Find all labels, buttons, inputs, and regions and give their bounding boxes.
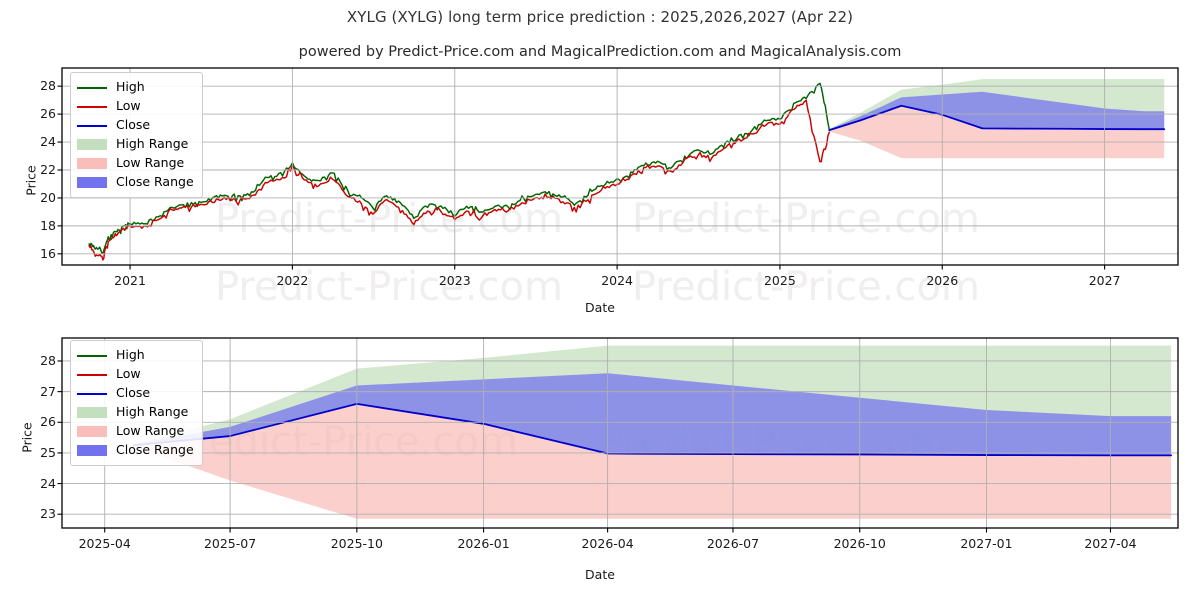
watermark-text: Predict-Price.com bbox=[632, 264, 980, 310]
y-tick-label: 18 bbox=[40, 217, 56, 233]
legend-item-label: Close bbox=[116, 385, 151, 401]
top-chart-panel: Predict-Price.com Predict-Price.com Predic… bbox=[0, 60, 1200, 320]
legend-item-label: High bbox=[116, 79, 145, 95]
band-low-range bbox=[829, 105, 1165, 159]
y-tick-label: 28 bbox=[40, 352, 56, 368]
bottom-y-axis-label: Price bbox=[19, 422, 35, 453]
top-legend-item: Close Range bbox=[77, 173, 194, 192]
x-tick-label: 2027 bbox=[1088, 273, 1121, 288]
legend-patch-swatch-icon bbox=[77, 407, 107, 418]
legend-item-label: High bbox=[116, 347, 145, 363]
legend-item-label: Close Range bbox=[116, 174, 194, 190]
y-tick-label: 27 bbox=[40, 383, 56, 399]
x-tick-label: 2025-04 bbox=[78, 536, 131, 551]
legend-item-label: Low bbox=[116, 98, 141, 114]
page-subtitle: powered by Predict-Price.com and Magical… bbox=[298, 44, 902, 60]
y-tick-label: 25 bbox=[40, 444, 56, 460]
y-tick-label: 26 bbox=[40, 414, 56, 430]
bottom-legend-item: Close bbox=[77, 384, 194, 403]
top-legend-item: High Range bbox=[77, 135, 194, 154]
legend-patch-swatch-icon bbox=[77, 139, 107, 150]
x-tick-label: 2027-04 bbox=[1084, 536, 1137, 551]
top-legend-item: Low Range bbox=[77, 154, 194, 173]
legend-line-swatch-icon bbox=[77, 354, 107, 357]
bottom-legend-item: Low bbox=[77, 365, 194, 384]
legend-line-swatch-icon bbox=[77, 373, 107, 376]
watermark-text: Predict-Price.com bbox=[215, 196, 563, 242]
legend-line-swatch-icon bbox=[77, 392, 107, 395]
legend-item-label: High Range bbox=[116, 404, 189, 420]
x-tick-label: 2025-10 bbox=[330, 536, 383, 551]
legend-item-label: Low bbox=[116, 366, 141, 382]
page-title: XYLG (XYLG) long term price prediction :… bbox=[346, 8, 854, 26]
y-tick-label: 26 bbox=[40, 106, 56, 122]
legend-line-swatch-icon bbox=[77, 86, 107, 89]
top-chart-legend: High Low Close High Range Low Range Close Ran… bbox=[70, 72, 203, 198]
bottom-legend-item: Close Range bbox=[77, 441, 194, 460]
x-tick-label: 2024 bbox=[601, 273, 633, 288]
x-tick-label: 2027-01 bbox=[960, 536, 1013, 551]
band-close-range bbox=[133, 373, 1172, 456]
top-legend-item: Close bbox=[77, 116, 194, 135]
series-line-close bbox=[132, 402, 1173, 457]
y-tick-label: 28 bbox=[40, 78, 56, 94]
x-tick-label: 2025 bbox=[763, 273, 796, 288]
y-tick-label: 23 bbox=[40, 506, 56, 522]
legend-item-label: Close bbox=[116, 117, 151, 133]
x-tick-label: 2026-01 bbox=[457, 536, 510, 551]
x-tick-label: 2022 bbox=[276, 273, 309, 288]
bottom-chart-legend: High Low Close High Range Low Range Close Ran… bbox=[70, 340, 203, 466]
y-tick-label: 22 bbox=[40, 161, 56, 177]
x-tick-label: 2026-07 bbox=[706, 536, 760, 551]
watermark-text: Predict-Price.com bbox=[215, 264, 563, 310]
legend-line-swatch-icon bbox=[77, 124, 107, 127]
x-tick-label: 2023 bbox=[438, 273, 471, 288]
legend-patch-swatch-icon bbox=[77, 177, 107, 188]
legend-item-label: Low Range bbox=[116, 155, 185, 171]
legend-item-label: High Range bbox=[116, 136, 189, 152]
y-tick-label: 20 bbox=[40, 189, 56, 205]
y-tick-label: 24 bbox=[40, 475, 56, 491]
band-close-range bbox=[829, 91, 1165, 131]
series-line-low bbox=[88, 99, 831, 261]
watermark-text: Predict-Price.com bbox=[632, 196, 980, 242]
x-tick-label: 2025-07 bbox=[203, 536, 257, 551]
legend-item-label: Low Range bbox=[116, 423, 185, 439]
top-chart-svg: Predict-Price.com Predict-Price.com Predic… bbox=[57, 67, 1179, 310]
x-tick-label: 2026-04 bbox=[581, 536, 634, 551]
bottom-legend-item: High bbox=[77, 346, 194, 365]
bottom-x-axis-label: Date bbox=[585, 567, 615, 582]
top-legend-item: Low bbox=[77, 97, 194, 116]
series-line-close bbox=[828, 104, 1166, 132]
x-tick-label: 2026 bbox=[926, 273, 959, 288]
bottom-legend-item: Low Range bbox=[77, 422, 194, 441]
legend-line-swatch-icon bbox=[77, 105, 107, 108]
legend-patch-swatch-icon bbox=[77, 158, 107, 169]
top-legend-item: High bbox=[77, 78, 194, 97]
x-tick-label: 2021 bbox=[114, 273, 146, 288]
legend-item-label: Close Range bbox=[116, 442, 194, 458]
top-y-axis-label: Price bbox=[23, 165, 39, 196]
series-line-high bbox=[88, 82, 831, 254]
bottom-legend-item: High Range bbox=[77, 403, 194, 422]
x-tick-label: 2026-10 bbox=[833, 536, 886, 551]
band-low-range bbox=[133, 403, 1172, 519]
top-x-axis-label: Date bbox=[585, 300, 615, 315]
legend-patch-swatch-icon bbox=[77, 445, 107, 456]
y-tick-label: 16 bbox=[40, 245, 56, 261]
y-tick-label: 24 bbox=[40, 134, 56, 150]
legend-patch-swatch-icon bbox=[77, 426, 107, 437]
